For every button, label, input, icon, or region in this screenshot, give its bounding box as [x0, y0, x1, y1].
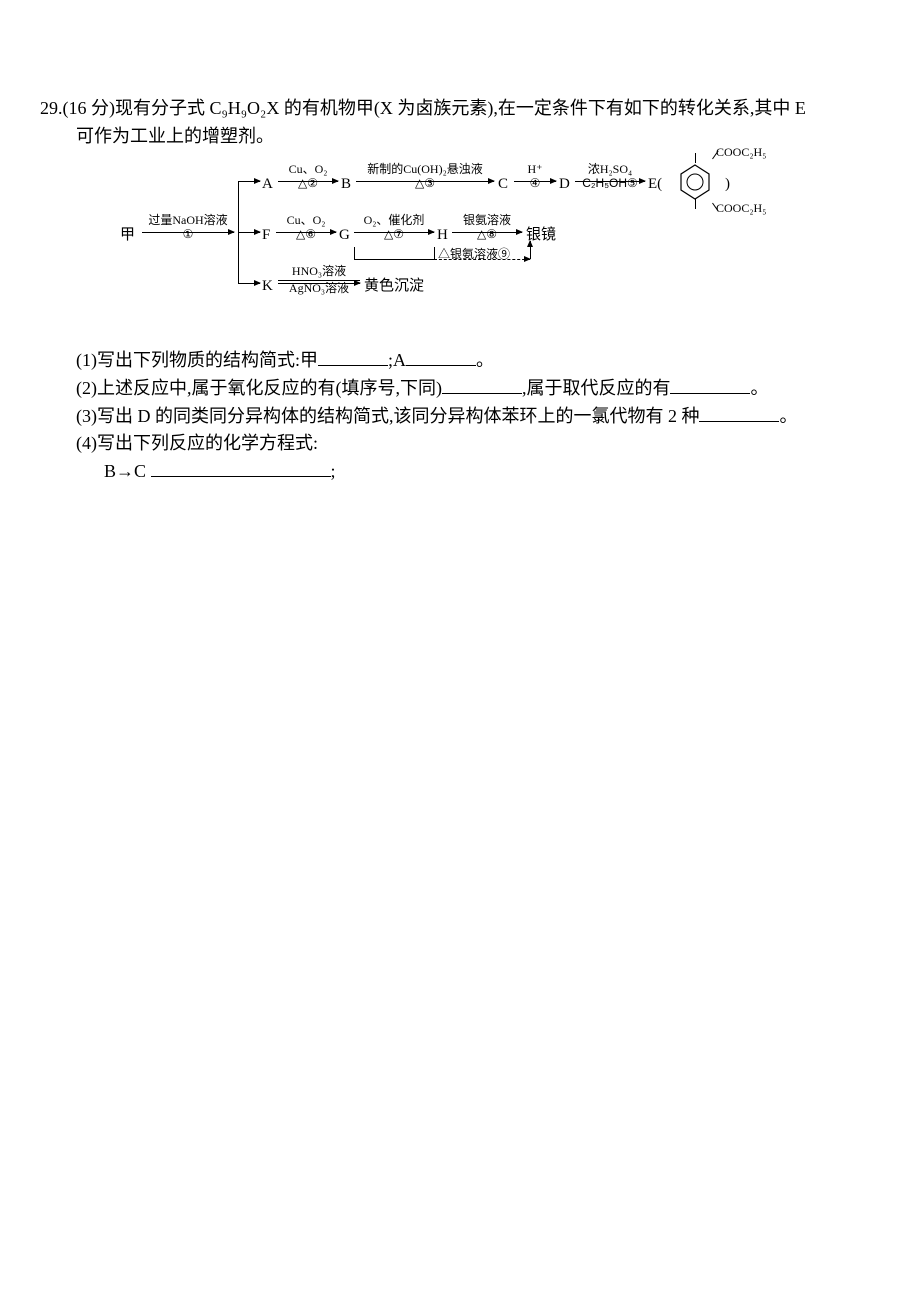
page: 29.(16 分)现有分子式 C₉H₉O₂X 的有机物甲(X 为卤族元素),在一… — [0, 0, 920, 1302]
label-r4: H⁺ ④ — [514, 163, 556, 191]
label-r7: O₂、催化剂 △⑦ — [354, 214, 434, 242]
reaction-scheme: 甲 过量NaOH溶液 ① A Cu、O₂ △② B 新制的Cu(OH)₂悬浊液 … — [120, 157, 900, 337]
arrow-to-F — [238, 232, 260, 233]
sub2-end: 。 — [750, 378, 768, 398]
sub2-mid: ,属于取代反应的有 — [522, 378, 671, 398]
label-r1: 过量NaOH溶液 ① — [144, 214, 232, 242]
sub-question-4: (4)写出下列反应的化学方程式: — [40, 430, 880, 458]
stem-text-2: 可作为工业上的增塑剂。 — [76, 126, 274, 146]
arrow-to-A — [238, 181, 260, 182]
question-stem-line1: 29.(16 分)现有分子式 C₉H₉O₂X 的有机物甲(X 为卤族元素),在一… — [40, 95, 880, 123]
node-F: F — [262, 224, 270, 247]
blank-eqn — [151, 459, 331, 477]
sub-question-1: (1)写出下列物质的结构简式:甲 ;A 。 — [40, 347, 880, 375]
node-G: G — [339, 224, 350, 247]
bracket-right — [434, 247, 435, 259]
blank-A — [406, 348, 476, 366]
label-r3: 新制的Cu(OH)₂悬浊液 △③ — [356, 163, 494, 191]
bond-up — [695, 153, 696, 163]
bond-dn — [695, 199, 696, 209]
node-A: A — [262, 173, 273, 196]
label-r5: 浓H₂SO₄ C₂H₅OH⑤ — [575, 163, 645, 191]
sub3-end: 。 — [779, 406, 797, 426]
sub1-lead: (1)写出下列物质的结构简式:甲 — [76, 350, 318, 370]
node-K: K — [262, 275, 273, 298]
node-yellow: 黄色沉淀 — [364, 275, 424, 298]
sub-question-3: (3)写出 D 的同类同分异构体的结构简式,该同分异构体苯环上的一氯代物有 2 … — [40, 403, 880, 431]
label-r6: Cu、O₂ △⑥ — [276, 214, 336, 242]
sub2-lead: (2)上述反应中,属于氧化反应的有(填序号,下同) — [76, 378, 442, 398]
node-Eend: ) — [725, 173, 730, 196]
bracket-left — [354, 247, 355, 259]
label-rK: HNO₃溶液 AgNO₃溶液 — [278, 265, 360, 296]
blank-jia — [318, 348, 388, 366]
sub4-item: B→C — [104, 461, 146, 481]
sub1-mid: ;A — [388, 350, 406, 370]
question-points: (16 分) — [63, 98, 116, 118]
node-B: B — [341, 173, 351, 196]
sub1-end: 。 — [476, 350, 494, 370]
sub4-lead: (4)写出下列反应的化学方程式: — [76, 433, 318, 453]
node-jia: 甲 — [120, 224, 135, 247]
blank-ox — [442, 376, 522, 394]
label-r8: 银氨溶液 △⑧ — [452, 214, 522, 242]
sub-question-2: (2)上述反应中,属于氧化反应的有(填序号,下同) ,属于取代反应的有 。 — [40, 375, 880, 403]
sub3-lead: (3)写出 D 的同类同分异构体的结构简式,该同分异构体苯环上的一氯代物有 2 … — [76, 406, 699, 426]
E-bot-group: COOC₂H₅ — [716, 199, 766, 218]
blank-D — [699, 403, 779, 421]
node-C: C — [498, 173, 508, 196]
sub-question-4-item: B→C ; — [40, 458, 880, 486]
E-top-group: COOC₂H₅ — [716, 143, 766, 162]
label-r9: △银氨溶液⑨ — [438, 245, 510, 264]
node-H: H — [437, 224, 448, 247]
benzene-icon — [678, 163, 712, 201]
arrow-9-up — [530, 241, 531, 259]
node-E: E( — [648, 173, 662, 196]
question-number: 29. — [40, 98, 63, 118]
arrow-to-K — [238, 283, 260, 284]
blank-sub — [670, 376, 750, 394]
node-D: D — [559, 173, 570, 196]
bracket-bottom — [354, 259, 434, 260]
label-r2: Cu、O₂ △② — [278, 163, 338, 191]
stem-text-1: 现有分子式 C₉H₉O₂X 的有机物甲(X 为卤族元素),在一定条件下有如下的转… — [115, 98, 806, 118]
sub4-end: ; — [331, 461, 336, 481]
